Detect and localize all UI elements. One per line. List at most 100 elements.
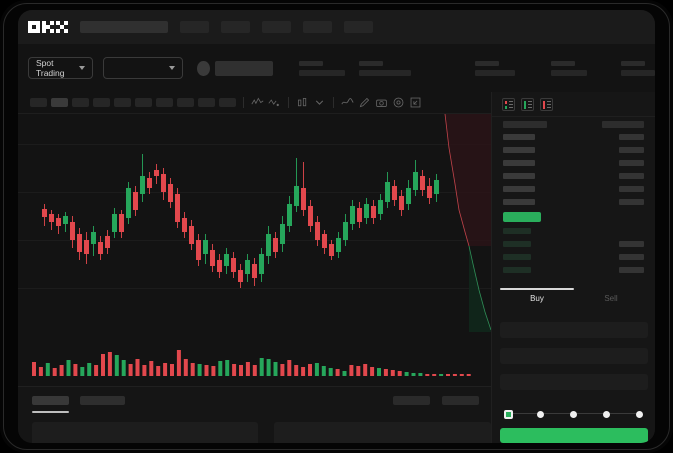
okx-logo[interactable]: OKX (28, 21, 68, 33)
pair-coin-avatar (196, 60, 210, 76)
settings-icon[interactable] (392, 96, 405, 109)
candlestick-chart[interactable] (18, 114, 491, 332)
stat-value (358, 69, 411, 76)
timeframe-button-7[interactable] (156, 98, 173, 107)
fullscreen-icon[interactable] (409, 96, 422, 109)
stepper-dot-4[interactable] (603, 411, 610, 418)
active-tab-underline (32, 411, 69, 413)
depth-chart-overlay (439, 114, 491, 332)
timeframe-button-8[interactable] (177, 98, 194, 107)
compare-icon[interactable] (268, 96, 281, 109)
orderbook-ask-row[interactable] (503, 160, 535, 166)
order-form-tabs: Buy Sell (500, 288, 648, 312)
chart-gridline (18, 288, 491, 289)
timeframe-button-4[interactable] (93, 98, 110, 107)
orderbook-ask-row[interactable] (503, 147, 535, 153)
stat-value (550, 69, 587, 76)
orderbook-selected-price-row[interactable] (503, 212, 541, 222)
stat-label (550, 60, 575, 66)
chevron-down-icon (79, 66, 86, 70)
stat-value (620, 69, 655, 76)
timeframe-button-2[interactable] (51, 98, 68, 107)
orderbook-ask-row[interactable] (503, 186, 535, 192)
orderbook-ask-row[interactable] (503, 199, 535, 205)
orderbook-view-modes (492, 92, 655, 117)
camera-icon[interactable] (375, 96, 388, 109)
stat-label (620, 60, 645, 66)
orderbook-bid-qty (619, 241, 644, 247)
stat-label (474, 60, 499, 66)
indicators-icon[interactable] (251, 96, 264, 109)
volume-chart (18, 332, 491, 386)
timeframe-button-6[interactable] (135, 98, 152, 107)
tab-order-history[interactable] (80, 396, 125, 405)
market-type-dropdown[interactable]: Spot Trading (28, 57, 94, 79)
nav-item-3[interactable] (262, 21, 291, 33)
pencil-icon[interactable] (358, 96, 371, 109)
price-field[interactable] (500, 322, 648, 338)
timeframe-button-10[interactable] (219, 98, 236, 107)
orderbook-bid-qty (619, 254, 644, 260)
chart-gridline (18, 192, 491, 193)
orderbook-ask-qty (619, 134, 644, 140)
ob-mode-bids[interactable] (521, 98, 534, 111)
stat-24h-volume (620, 60, 655, 76)
ob-mode-asks[interactable] (540, 98, 553, 111)
global-search-input[interactable] (80, 21, 168, 33)
tab-open-orders[interactable] (32, 396, 69, 405)
trading-pair-dropdown[interactable] (103, 57, 183, 79)
orders-table-left (32, 422, 258, 443)
chart-gridline (18, 240, 491, 241)
stepper-dot-2[interactable] (537, 411, 544, 418)
chevron-down-icon[interactable] (313, 96, 326, 109)
place-buy-order-button[interactable] (500, 428, 648, 443)
amount-percent-stepper[interactable] (504, 408, 646, 420)
bottom-action-2[interactable] (442, 396, 479, 405)
market-type-label: Spot Trading (36, 58, 65, 78)
orderbook-bid-row[interactable] (503, 241, 531, 247)
stat-24h-high (474, 60, 515, 76)
stepper-dot-5[interactable] (636, 411, 643, 418)
stat-label (358, 60, 383, 66)
volume-series (32, 350, 471, 376)
timeframe-button-3[interactable] (72, 98, 89, 107)
orderbook-ask-row[interactable] (503, 173, 535, 179)
total-field[interactable] (500, 374, 648, 390)
stat-value (298, 69, 345, 76)
orderbook-header-price (503, 121, 547, 128)
orderbook-rows[interactable] (492, 117, 655, 299)
orderbook-ask-row[interactable] (503, 134, 535, 140)
orderbook-bid-row[interactable] (503, 228, 531, 234)
orderbook-bid-row[interactable] (503, 267, 531, 273)
toolbar-divider (333, 97, 334, 108)
timeframe-button-9[interactable] (198, 98, 215, 107)
stepper-dot-1[interactable] (504, 410, 513, 419)
orderbook-ask-qty (619, 199, 644, 205)
chart-type-icon[interactable] (296, 96, 309, 109)
timeframe-button-5[interactable] (114, 98, 131, 107)
stepper-dot-3[interactable] (570, 411, 577, 418)
active-tab-underline (500, 288, 574, 290)
line-chart-icon[interactable] (341, 96, 354, 109)
nav-item-1[interactable] (180, 21, 209, 33)
nav-item-4[interactable] (303, 21, 332, 33)
orders-table-right (274, 422, 491, 443)
bottom-action-1[interactable] (393, 396, 430, 405)
chevron-down-icon (168, 66, 175, 70)
nav-item-2[interactable] (221, 21, 250, 33)
amount-field[interactable] (500, 348, 648, 364)
stat-label (298, 60, 323, 66)
orders-panel (18, 386, 491, 443)
ob-mode-both[interactable] (502, 98, 515, 111)
tab-sell[interactable]: Sell (604, 294, 618, 303)
orderbook-bid-row[interactable] (503, 254, 531, 260)
orderbook-ask-qty (619, 147, 644, 153)
tab-buy[interactable]: Buy (530, 294, 544, 303)
stat-24h-change (358, 60, 411, 76)
orderbook-ask-qty (619, 186, 644, 192)
pair-name-display (214, 60, 273, 76)
orderbook-and-trade-panel: Buy Sell (491, 92, 655, 443)
nav-item-5[interactable] (344, 21, 373, 33)
timeframe-button-1[interactable] (30, 98, 47, 107)
